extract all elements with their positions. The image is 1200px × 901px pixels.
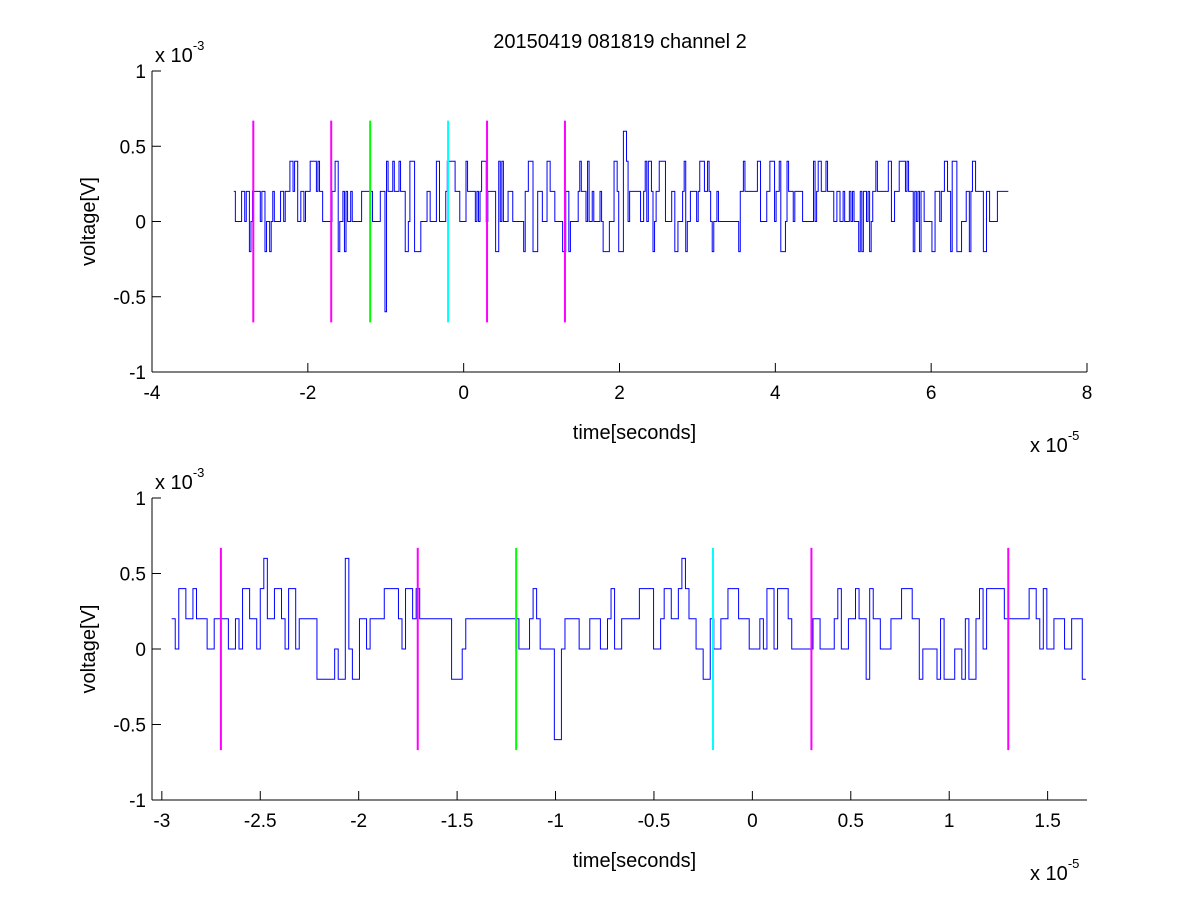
x-tick-label: 6 <box>926 383 937 404</box>
figure-title: 20150419 081819 channel 2 <box>493 31 747 53</box>
voltage-trace <box>233 130 1009 313</box>
zoomed-plot: -3 -2.5 -2 -1.5 -1 -0.5 0 0.5 1 1.5 -1 -0.5 0 0.5 1 tim… <box>78 465 1087 885</box>
x-tick-label: -2 <box>299 383 316 404</box>
x-tick-label: 1 <box>944 811 955 832</box>
y-multiplier-exponent: -3 <box>193 465 205 480</box>
x-tick-label: 0.5 <box>838 811 864 832</box>
x-tick-label: -2.5 <box>244 811 277 832</box>
x-tick-label: 0 <box>747 811 758 832</box>
x-tick-label: -1 <box>547 811 564 832</box>
y-tick-label: 0.5 <box>120 137 146 158</box>
y-multiplier-prefix: x 10 <box>155 45 193 67</box>
x-multiplier: x 10-5 <box>1030 856 1079 885</box>
x-multiplier-exponent: -5 <box>1068 856 1080 871</box>
y-tick-label: 0.5 <box>120 565 146 586</box>
y-tick-label: -1 <box>129 363 146 384</box>
x-tick-label: -2 <box>350 811 367 832</box>
x-tick-label: -1.5 <box>441 811 474 832</box>
x-axis-label: time[seconds] <box>573 422 696 444</box>
y-tick-label: -0.5 <box>113 288 146 309</box>
x-multiplier-exponent: -5 <box>1068 428 1080 443</box>
x-tick-label: -0.5 <box>638 811 671 832</box>
x-multiplier-prefix: x 10 <box>1030 863 1068 885</box>
y-tick-label: 1 <box>135 489 146 510</box>
y-tick-label: 0 <box>135 640 146 661</box>
x-tick-label: 1.5 <box>1034 811 1060 832</box>
y-tick-label: 0 <box>135 213 146 234</box>
y-multiplier: x 10-3 <box>155 38 204 67</box>
overview-plot: -4 -2 0 2 4 6 8 -1 -0.5 0 0.5 1 time[seconds] voltage… <box>78 38 1092 457</box>
y-tick-label: 1 <box>135 62 146 83</box>
y-multiplier-prefix: x 10 <box>155 472 193 494</box>
y-multiplier: x 10-3 <box>155 465 204 494</box>
x-multiplier: x 10-5 <box>1030 428 1079 457</box>
x-tick-label: 4 <box>770 383 781 404</box>
x-tick-label: -3 <box>153 811 170 832</box>
y-axis-label: voltage[V] <box>78 605 100 694</box>
y-multiplier-exponent: -3 <box>193 38 205 53</box>
x-tick-label: -4 <box>144 383 161 404</box>
y-axis-label: voltage[V] <box>78 177 100 266</box>
voltage-trace <box>171 557 1086 741</box>
x-multiplier-prefix: x 10 <box>1030 435 1068 457</box>
y-tick-label: -0.5 <box>113 716 146 737</box>
x-tick-label: 0 <box>458 383 469 404</box>
x-tick-label: 8 <box>1082 383 1093 404</box>
y-tick-label: -1 <box>129 791 146 812</box>
x-axis-label: time[seconds] <box>573 850 696 872</box>
x-tick-label: 2 <box>614 383 625 404</box>
